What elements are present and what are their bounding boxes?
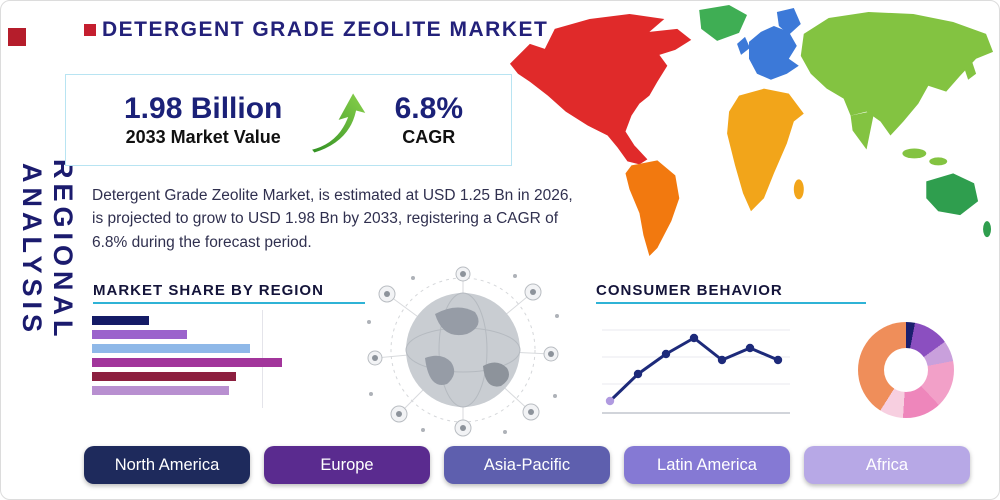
region-button-africa[interactable]: Africa [804,446,970,484]
region-india [850,110,875,150]
island-greenland [699,5,748,41]
market-value: 1.98 Billion [124,92,283,125]
island-new-zealand [983,221,992,238]
world-map [500,4,998,266]
continent-australia [926,173,979,216]
market-share-bar-3 [92,358,282,367]
continent-south-america [625,160,680,257]
continent-europe [749,25,799,80]
market-value-block: 1.98 Billion 2033 Market Value [124,92,282,148]
stats-box: 1.98 Billion 2033 Market Value 6.8% CAGR [65,74,512,166]
islands-southeast-asia [902,148,927,159]
corner-accent-square [8,28,26,46]
market-value-label: 2033 Market Value [125,127,281,147]
title-accent-square [84,24,96,36]
market-share-bar-4 [92,372,236,381]
market-summary-text: Detergent Grade Zeolite Market, is estim… [92,187,573,251]
region-button-asia-pacific[interactable]: Asia-Pacific [444,446,610,484]
region-button-row: North America Europe Asia-Pacific Latin … [84,446,989,484]
continent-asia [800,11,994,136]
island-madagascar [793,179,804,200]
cagr-value: 6.8% [394,92,463,125]
page-title: DETERGENT GRADE ZEOLITE MARKET [102,18,549,41]
region-button-north-america[interactable]: North America [84,446,250,484]
islands-indonesia [929,157,948,166]
growth-arrow-icon [306,85,372,156]
consumer-behavior-rule [596,302,866,304]
consumer-line-chart [598,306,798,426]
region-button-europe[interactable]: Europe [264,446,430,484]
continent-north-america [509,13,692,165]
region-button-latin-america[interactable]: Latin America [624,446,790,484]
market-share-bar-5 [92,386,229,395]
market-share-bar-0 [92,316,149,325]
market-share-bar-1 [92,330,187,339]
cagr-label: CAGR [402,127,456,147]
island-uk [737,36,750,55]
globe-network-illustration [365,266,565,438]
region-scandinavia [776,8,801,35]
market-share-bar-chart [92,316,292,406]
donut-hole [884,348,928,392]
market-share-bar-2 [92,344,250,353]
regional-analysis-vertical-label: REGIONAL ANALYSIS [17,159,78,342]
market-share-rule [93,302,365,304]
cagr-block: 6.8% CAGR [395,92,463,148]
continent-africa [727,88,804,212]
consumer-behavior-section-title: CONSUMER BEHAVIOR [596,282,783,299]
market-share-section-title: MARKET SHARE BY REGION [93,282,324,299]
islands-japan [964,61,977,80]
